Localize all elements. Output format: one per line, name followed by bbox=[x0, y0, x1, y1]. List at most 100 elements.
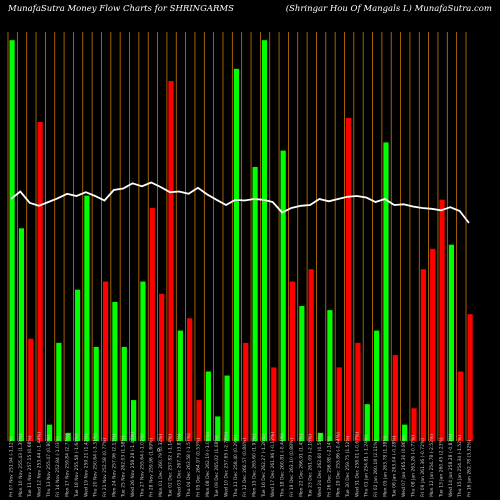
volume-bar bbox=[345, 117, 352, 441]
volume-bar bbox=[448, 244, 455, 441]
volume-bar bbox=[187, 318, 193, 441]
x-tick-label: Wed 14 Jan 258.28 (-0.83%) bbox=[448, 433, 454, 497]
volume-bar bbox=[140, 281, 146, 441]
volume-bar bbox=[177, 330, 183, 441]
x-tick-label: Fri 02 Jan 260.18 (2.11%) bbox=[373, 439, 379, 497]
volume-bar bbox=[112, 301, 118, 441]
x-tick-label: Fri 26 Dec 256.98 (-2.14%) bbox=[326, 436, 332, 497]
volume-bar bbox=[411, 408, 417, 441]
x-tick-label: Tue 25 Nov 262.03 (1.58%) bbox=[121, 435, 127, 498]
volume-bar bbox=[402, 424, 408, 441]
volume-bar bbox=[102, 281, 109, 441]
x-tick-label: Fri 07 Nov 251.94 (-1.12%) bbox=[9, 436, 15, 497]
x-tick-label: Tue 06 Jan 263.04 (-0.28%) bbox=[392, 436, 398, 498]
volume-bar bbox=[439, 199, 445, 441]
x-tick-label: Tue 11 Nov 257.15 (0.68%) bbox=[27, 435, 33, 498]
volume-bar bbox=[308, 269, 314, 441]
x-tick-label: Wed 10 Dec 257.65 (-2.78%) bbox=[223, 432, 229, 497]
x-tick-label: Wed 31 Dec 258.01 (-0.67%) bbox=[354, 432, 360, 497]
x-tick-label: Fri 12 Dec 260.57 (0.84%) bbox=[242, 438, 248, 497]
volume-bar bbox=[392, 355, 398, 441]
x-tick-label: Thu 27 Nov 255.64 (-1.02%) bbox=[139, 433, 145, 498]
volume-bar bbox=[243, 342, 249, 441]
volume-bar bbox=[215, 416, 221, 441]
volume-bar bbox=[355, 342, 361, 441]
x-tick-label: Mon 17 Nov 259.84 (2.77%) bbox=[65, 433, 71, 497]
x-tick-label: Tue 02 Dec 257.82 (-1.14%) bbox=[167, 434, 173, 498]
x-tick-label: Wed 07 Jan 265.30 (0.86%) bbox=[401, 435, 407, 497]
x-tick-label: Thu 08 Jan 263.26 (-0.77%) bbox=[410, 435, 416, 498]
x-tick-label: Mon 24 Nov 257.96 (2.13%) bbox=[111, 433, 117, 497]
volume-bar bbox=[65, 432, 71, 441]
x-tick-label: Wed 26 Nov 258.28 (-1.43%) bbox=[130, 432, 136, 497]
volume-bar bbox=[159, 293, 165, 441]
x-tick-label: Fri 21 Nov 252.58 (0.77%) bbox=[102, 438, 108, 497]
grid-lines bbox=[7, 32, 467, 441]
volume-bar bbox=[420, 269, 426, 441]
volume-bar bbox=[280, 150, 286, 442]
volume-bar bbox=[271, 367, 277, 441]
x-tick-label: Thu 20 Nov 250.64 (-3.31%) bbox=[93, 433, 99, 498]
volume-bar bbox=[336, 367, 342, 441]
volume-bar bbox=[374, 330, 380, 441]
x-tick-label: Tue 23 Dec 261.09 (-2.18%) bbox=[308, 434, 314, 498]
x-tick-label: Thu 15 Jan 254.34 (-1.52%) bbox=[457, 435, 463, 498]
volume-bar bbox=[289, 281, 296, 441]
x-tick-label: Fri 14 Nov 252.84 (-1.03%) bbox=[55, 436, 61, 497]
volume-bar bbox=[93, 346, 99, 441]
volume-bar bbox=[205, 371, 211, 441]
x-tick-label: Mon 29 Dec 255.86 (-0.44%) bbox=[336, 432, 342, 497]
x-tick-labels: Fri 07 Nov 251.94 (-1.12%) Mon 10 Nov 255… bbox=[9, 432, 473, 498]
x-tick-label: Mon 22 Dec 266.91 (1.45%) bbox=[298, 434, 304, 497]
volume-bar bbox=[467, 314, 473, 441]
volume-bar bbox=[430, 248, 436, 441]
volume-bar bbox=[327, 310, 333, 441]
x-tick-label: Mon 08 Dec 262.19 (-1.05%) bbox=[205, 432, 211, 497]
volume-bar bbox=[168, 81, 174, 441]
volume-bar bbox=[458, 371, 464, 441]
x-tick-label: Mon 15 Dec 265.60 (1.93%) bbox=[252, 434, 258, 497]
volume-bar bbox=[224, 375, 230, 441]
x-tick-label: Tue 30 Dec 259.75 (1.52%) bbox=[345, 435, 351, 498]
x-tick-label: Wed 12 Nov 253.44 (-1.44%) bbox=[37, 432, 43, 497]
volume-bar bbox=[233, 68, 240, 441]
zero-label: 0 bbox=[157, 448, 160, 454]
x-tick-label: Tue 16 Dec 262.27 (-1.26%) bbox=[261, 434, 267, 498]
volume-bar bbox=[56, 342, 62, 441]
x-tick-label: Mon 05 Jan 263.78 (1.38%) bbox=[382, 435, 388, 497]
chart-source: (Shringar Hou Of Mangals L) MunafaSutra.… bbox=[285, 4, 492, 14]
x-tick-label: Thu 04 Dec 263.58 (-1.57%) bbox=[186, 433, 192, 498]
volume-bar bbox=[18, 228, 25, 441]
volume-bars bbox=[9, 40, 473, 442]
volume-bar bbox=[131, 400, 137, 441]
x-tick-label: Mon 10 Nov 255.43 (1.39%) bbox=[18, 433, 24, 497]
x-tick-label: Wed 24 Dec 262.60 (0.58%) bbox=[317, 433, 323, 497]
chart-title: MunafaSutra Money Flow Charts for SHRING… bbox=[8, 4, 234, 14]
x-tick-label: Wed 17 Dec 261.96 (-0.12%) bbox=[270, 432, 276, 497]
x-tick-label: Fri 19 Dec 263.10 (0.88%) bbox=[289, 438, 295, 497]
x-tick-label: Tue 18 Nov 255.58 (-1.64%) bbox=[74, 434, 80, 498]
volume-bar bbox=[196, 400, 202, 441]
x-tick-label: Fri 05 Dec 264.97 (0.53%) bbox=[195, 438, 201, 497]
x-tick-label: Wed 19 Nov 259.21 (1.42%) bbox=[83, 433, 89, 497]
x-tick-label: Thu 13 Nov 255.47 (0.80%) bbox=[46, 435, 52, 498]
volume-bar bbox=[299, 306, 305, 441]
x-tick-label: Wed 03 Dec 267.79 (3.87%) bbox=[177, 433, 183, 497]
volume-bar bbox=[121, 346, 127, 441]
x-tick-label: Fri 28 Nov 259.96 (1.69%) bbox=[149, 438, 155, 497]
x-tick-label: Mon 12 Jan 254.78 (-2.52%) bbox=[429, 434, 435, 497]
money-flow-line-group bbox=[10, 181, 470, 224]
volume-bar bbox=[252, 166, 258, 441]
volume-bar bbox=[84, 195, 90, 441]
x-tick-label: Thu 18 Dec 260.81 (-0.44%) bbox=[280, 433, 286, 498]
volume-bar bbox=[74, 289, 81, 441]
x-tick-label: Fri 09 Jan 261.36 (-0.72%) bbox=[420, 438, 426, 497]
volume-bar bbox=[383, 142, 389, 441]
x-tick-label: Thu 11 Dec 258.40 (0.29%) bbox=[233, 435, 239, 498]
volume-bar bbox=[28, 338, 34, 441]
volume-bar bbox=[317, 432, 324, 441]
volume-bar bbox=[37, 121, 43, 441]
x-tick-label: Mon 01 Dec 260.79 (0.32%) bbox=[158, 434, 164, 497]
volume-bar bbox=[9, 40, 15, 442]
